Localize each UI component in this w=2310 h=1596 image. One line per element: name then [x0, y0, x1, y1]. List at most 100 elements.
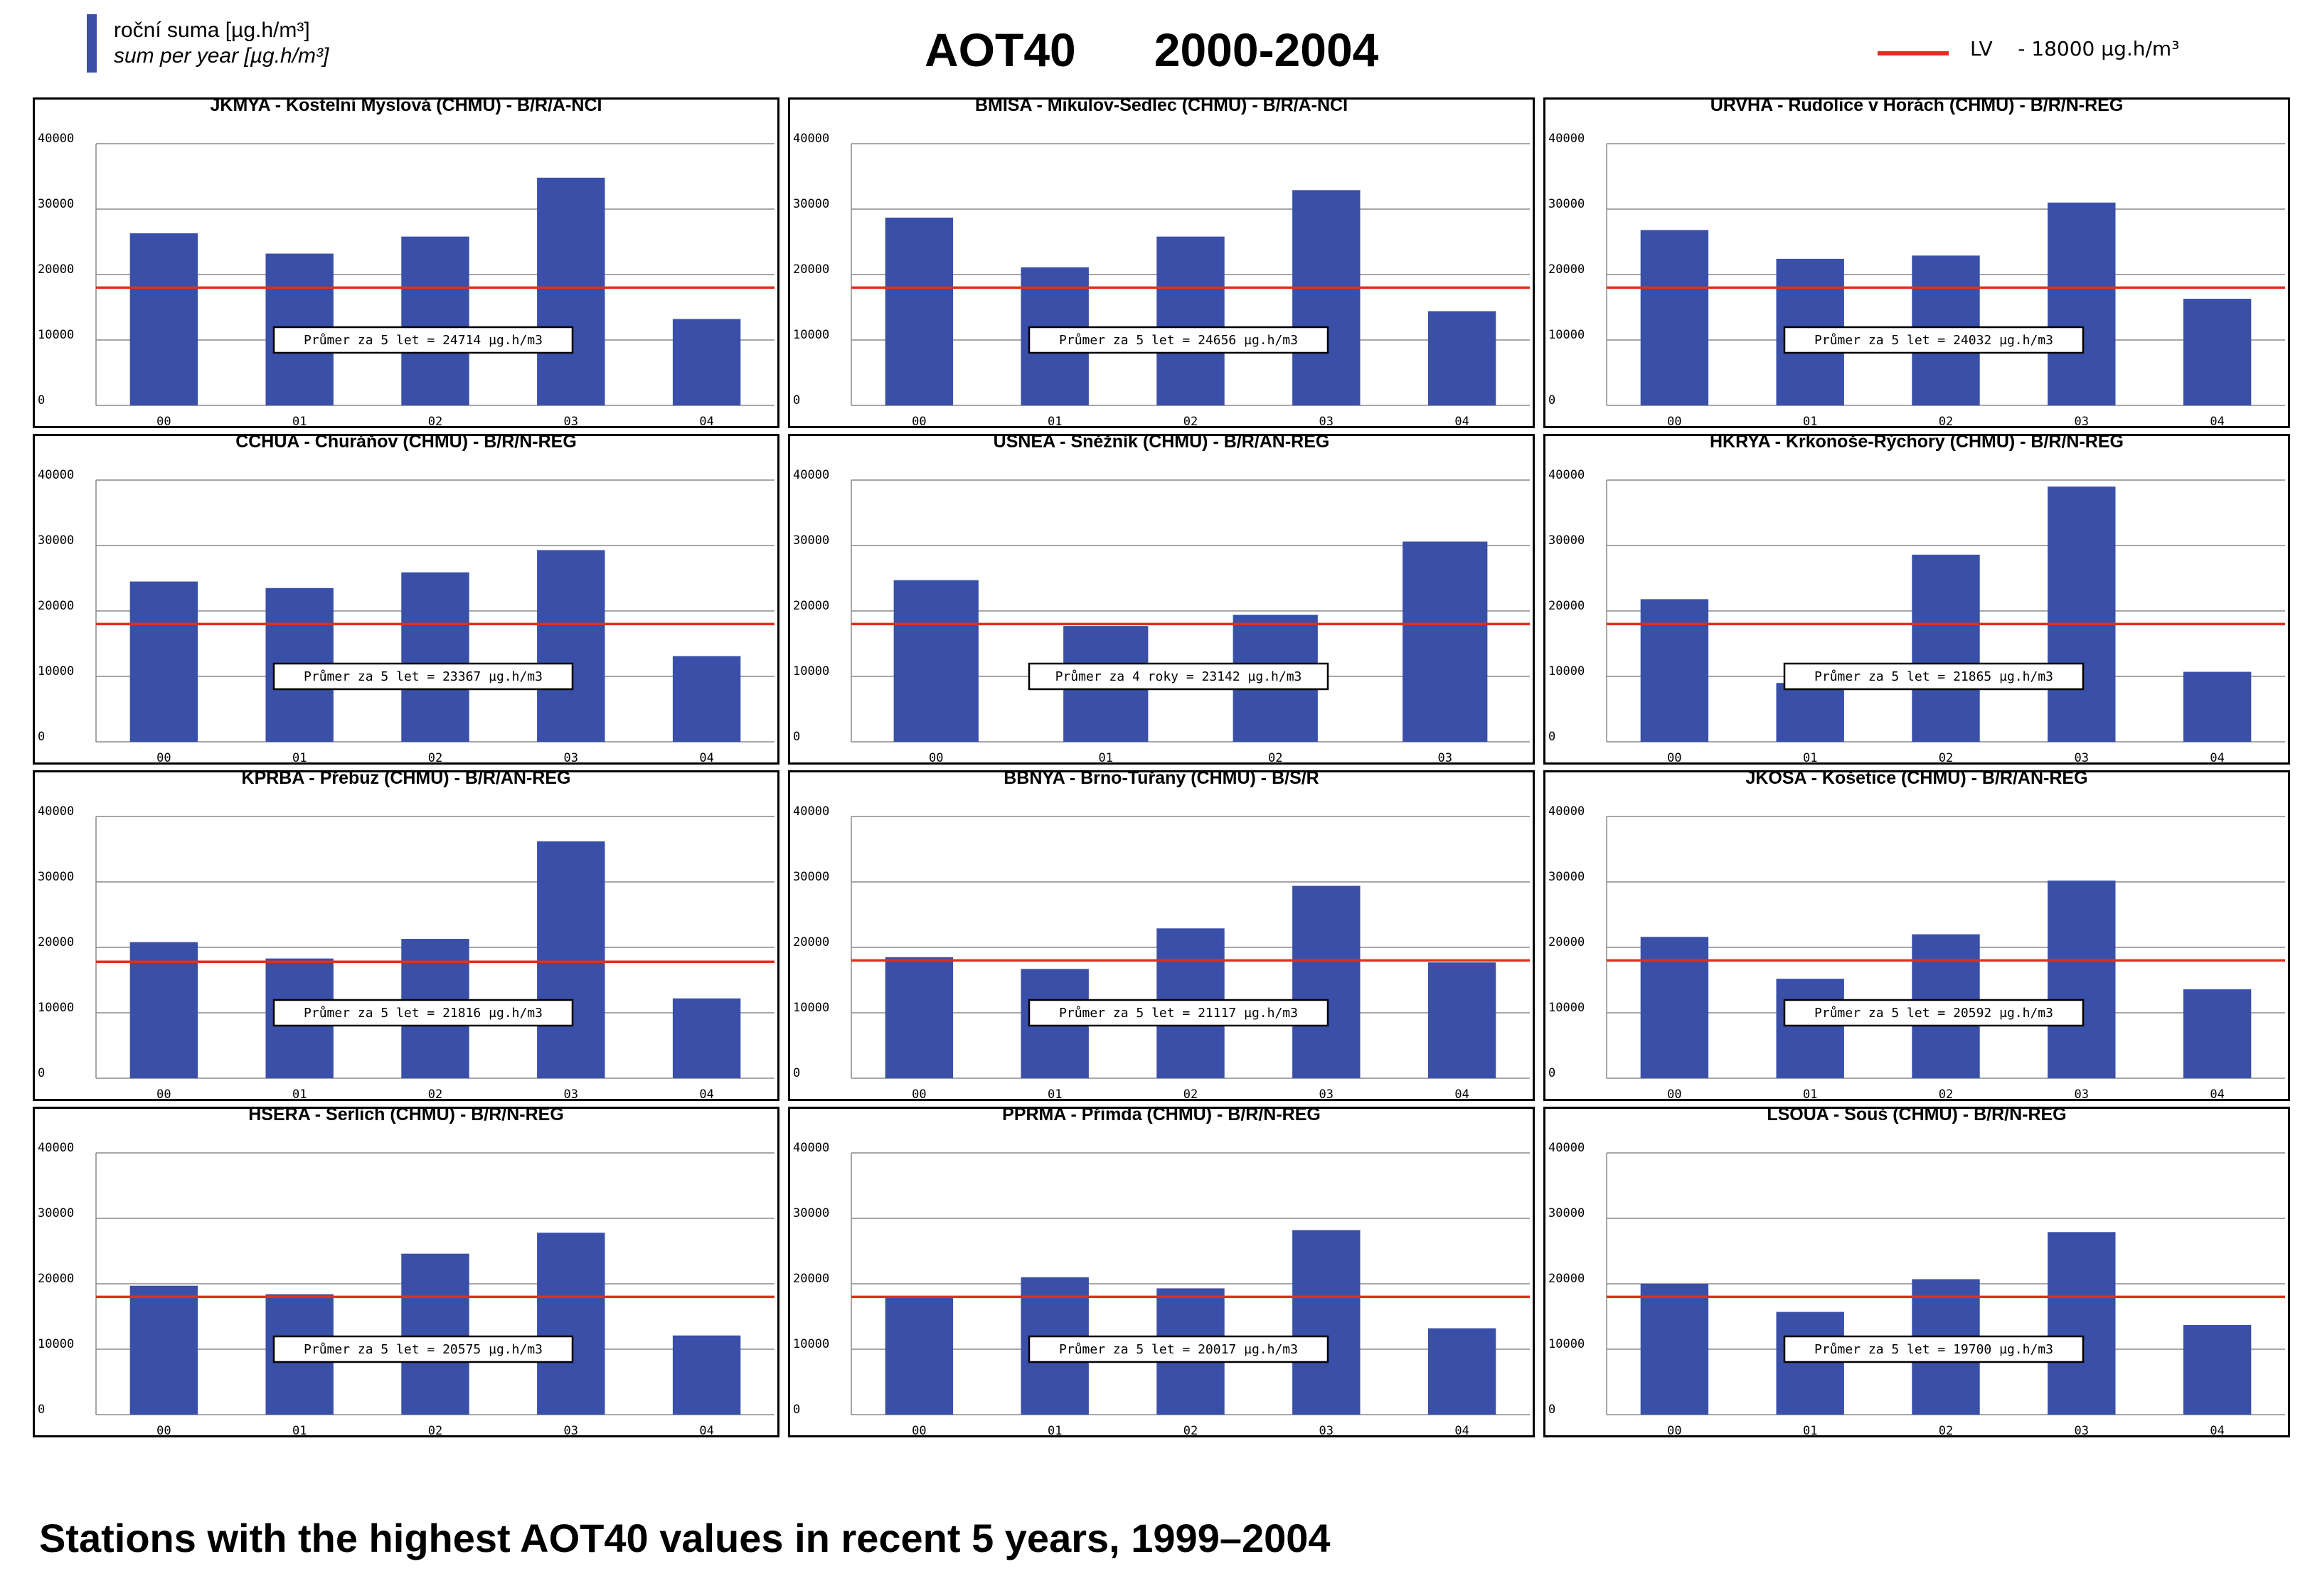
x-tick-label: 04 [1454, 1087, 1469, 1099]
chart-title: USNEA - Sněžník (ČHMÚ) - B/R/AN-REG [994, 436, 1330, 452]
y-tick-label: 10000 [38, 664, 74, 679]
average-annotation-box [272, 662, 574, 691]
y-tick-label: 10000 [38, 328, 74, 342]
y-tick-label: 40000 [1548, 1141, 1585, 1155]
x-tick-label: 03 [564, 1424, 578, 1435]
y-tick-label: 0 [793, 1403, 800, 1417]
bar [537, 550, 605, 742]
chart-title: BBNYA - Brno-Tuřany (ČHMÚ) - B/S/R [1004, 772, 1319, 788]
y-tick-label: 40000 [793, 1141, 829, 1155]
x-tick-label: 02 [1939, 415, 1953, 426]
y-tick-label: 0 [793, 730, 800, 744]
x-tick-label: 01 [1803, 751, 1817, 762]
y-tick-label: 40000 [1548, 468, 1585, 482]
average-annotation-box [272, 999, 574, 1027]
x-tick-label: 02 [1939, 751, 1953, 762]
average-annotation-box [1028, 999, 1329, 1027]
chart-panel: USNEA - Sněžník (ČHMÚ) - B/R/AN-REG 0 1000… [788, 434, 1535, 765]
chart-panel: BBNYA - Brno-Tuřany (ČHMÚ) - B/S/R 0 10000… [788, 770, 1535, 1101]
bar [401, 572, 469, 742]
bar [1640, 599, 1709, 742]
y-tick-label: 30000 [793, 870, 829, 884]
x-tick-label: 00 [912, 415, 926, 426]
y-tick-label: 10000 [1548, 1001, 1585, 1015]
x-tick-label: 00 [1667, 751, 1681, 762]
y-tick-label: 10000 [793, 328, 829, 342]
x-tick-label: 01 [292, 751, 307, 762]
x-tick-label: 02 [1268, 751, 1282, 762]
bar [2048, 486, 2116, 742]
y-tick-label: 30000 [38, 197, 74, 211]
average-annotation-box [1783, 326, 2085, 354]
bar [1292, 1230, 1361, 1415]
x-tick-label: 01 [1048, 1087, 1062, 1099]
y-tick-label: 0 [38, 730, 45, 744]
x-tick-label: 01 [1048, 1424, 1062, 1435]
y-tick-label: 20000 [793, 1272, 829, 1286]
chart-svg: BMISA - Mikulov-Sedlec (ČHMÚ) - B/R/A-NC… [793, 100, 1530, 426]
average-annotation-box [1028, 1335, 1329, 1363]
bar [1427, 1328, 1496, 1415]
bar [672, 998, 741, 1078]
chart-svg: USNEA - Sněžník (ČHMÚ) - B/R/AN-REG 0 1000… [793, 436, 1530, 762]
average-annotation-label: Průmer za 5 let = 20592 µg.h/m3 [1814, 1006, 2053, 1021]
y-tick-label: 40000 [793, 132, 829, 146]
bar [1776, 683, 1844, 742]
y-tick-label: 10000 [1548, 328, 1585, 342]
chart-title: KPRBA - Přebuz (ČHMÚ) - B/R/AN-REG [242, 772, 571, 788]
limit-value-legend-label: LV - 18000 µg.h/m³ [1970, 37, 2180, 60]
bar [1292, 190, 1361, 405]
chart-svg: LSOUA - Souš (ČHMÚ) - B/R/N-REG 0 10000 200… [1548, 1109, 2285, 1435]
bar [672, 656, 741, 742]
bar [129, 942, 198, 1078]
x-tick-label: 02 [428, 751, 442, 762]
x-tick-label: 01 [1803, 1087, 1817, 1099]
y-tick-label: 20000 [1548, 1272, 1585, 1286]
x-tick-label: 01 [1803, 415, 1817, 426]
bar [2048, 881, 2116, 1078]
chart-panel: HSERA - Šerlich (ČHMÚ) - B/R/N-REG 0 10000… [33, 1107, 779, 1437]
x-tick-label: 00 [1667, 1087, 1681, 1099]
x-tick-label: 03 [564, 751, 578, 762]
y-tick-label: 40000 [38, 468, 74, 482]
y-tick-label: 30000 [38, 870, 74, 884]
average-annotation-label: Průmer za 5 let = 23367 µg.h/m3 [304, 669, 543, 684]
x-tick-label: 00 [912, 1087, 926, 1099]
y-tick-label: 30000 [38, 533, 74, 548]
y-tick-label: 10000 [38, 1337, 74, 1351]
chart-title: HKRYA - Krkonoše-Rýchory (ČHMÚ) - B/R/N-… [1710, 436, 2124, 452]
bar [893, 580, 979, 742]
x-tick-label: 04 [699, 415, 713, 426]
x-tick-label: 04 [1454, 1424, 1469, 1435]
chart-svg: JKMYA - Kostelní Myslová (ČHMÚ) - B/R/A-… [38, 100, 775, 426]
average-annotation-label: Průmer za 5 let = 21816 µg.h/m3 [304, 1006, 543, 1021]
x-tick-label: 04 [2210, 751, 2224, 762]
average-annotation-box [272, 1335, 574, 1363]
average-annotation-label: Průmer za 5 let = 21865 µg.h/m3 [1814, 669, 2053, 684]
y-tick-label: 0 [38, 1066, 45, 1080]
chart-title: CCHUA - Churáňov (ČHMÚ) - B/R/N-REG [235, 436, 577, 452]
bar [2048, 202, 2116, 405]
average-annotation-box [1783, 999, 2085, 1027]
y-tick-label: 0 [1548, 1066, 1555, 1080]
x-tick-label: 01 [1048, 415, 1062, 426]
y-tick-label: 10000 [793, 664, 829, 679]
x-tick-label: 00 [912, 1424, 926, 1435]
bar [2183, 299, 2252, 405]
bar [401, 236, 469, 405]
bar [672, 319, 741, 405]
bar [885, 1297, 954, 1415]
x-tick-label: 01 [292, 1087, 307, 1099]
average-annotation-label: Průmer za 5 let = 24656 µg.h/m3 [1059, 333, 1298, 348]
y-tick-label: 0 [1548, 393, 1555, 408]
bar [537, 177, 605, 405]
chart-svg: URVHA - Rudolice v Horách (ČHMÚ) - B/R/N… [1548, 100, 2285, 426]
y-tick-label: 10000 [38, 1001, 74, 1015]
chart-svg: BBNYA - Brno-Tuřany (ČHMÚ) - B/S/R010000… [793, 772, 1530, 1099]
y-tick-label: 10000 [1548, 664, 1585, 679]
chart-panel: HKRYA - Krkonoše-Rýchory (ČHMÚ) - B/R/N-… [1543, 434, 2290, 765]
bar [129, 581, 198, 742]
y-tick-label: 10000 [1548, 1337, 1585, 1351]
x-tick-label: 01 [1803, 1424, 1817, 1435]
x-tick-label: 04 [699, 751, 713, 762]
